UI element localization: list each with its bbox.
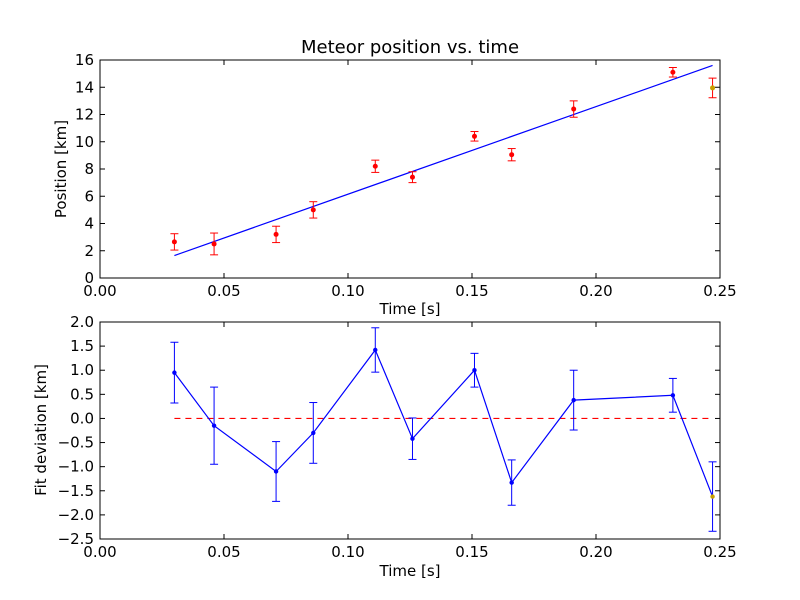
deviation-x-tick-label: 0.15: [455, 543, 488, 561]
position-y-tick-label: 4: [84, 215, 94, 233]
deviation-plot-area: [170, 327, 717, 532]
deviation-y-tick-label: 0.0: [70, 409, 94, 427]
deviation-point: [410, 436, 415, 441]
deviation-point: [273, 469, 279, 474]
position-point: [509, 152, 515, 158]
position-point: [310, 207, 316, 213]
deviation-chart: 0.00 0.05 0.10 0.15 0.20 0.25 2.01.51.00.50.0…: [32, 313, 737, 580]
position-point: [372, 163, 378, 169]
position-x-tick-label: 0.25: [703, 282, 736, 300]
position-y-tick-label: 0: [84, 269, 94, 287]
deviation-y-ticks: 2.0 1.5 1.0 0.5 0.0 −0.5 −1.0 −1.5 −2.0 −2.5: [58, 313, 720, 548]
deviation-y-tick-label: −1.5: [58, 482, 94, 500]
position-point: [571, 106, 577, 112]
deviation-point: [571, 397, 576, 403]
deviation-y-tick-label: −2.5: [58, 530, 94, 548]
deviation-x-ticks: 0.00 0.05 0.10 0.15 0.20 0.25: [83, 322, 737, 561]
position-y-tick-label: 14: [75, 78, 94, 96]
deviation-y-tick-label: 2.0: [70, 313, 94, 331]
position-y-tick-label: 10: [75, 133, 94, 151]
deviation-y-tick-label: 1.0: [70, 361, 94, 379]
position-axes-frame: [99, 59, 721, 279]
position-point: [211, 241, 217, 247]
position-y-tick-label: 6: [84, 187, 94, 205]
deviation-point: [472, 368, 477, 373]
deviation-point: [172, 370, 177, 375]
deviation-point: [311, 430, 316, 436]
position-point: [409, 174, 415, 180]
deviation-y-tick-label: −0.5: [58, 434, 94, 452]
position-point: [670, 69, 676, 75]
deviation-line: [173, 348, 714, 497]
position-y-tick-label: 12: [75, 106, 94, 124]
position-x-ticks: 0.00 0.05 0.10 0.15 0.20 0.25: [83, 60, 737, 300]
position-y-axis-label: Position [km]: [52, 120, 70, 218]
position-y-tick-label: 16: [75, 51, 94, 69]
position-point: [171, 239, 177, 245]
deviation-x-tick-label: 0.10: [331, 543, 364, 561]
deviation-point: [211, 423, 217, 428]
deviation-x-tick-label: 0.05: [207, 543, 240, 561]
position-x-axis-label: Time [s]: [379, 300, 441, 318]
position-chart: Meteor position vs. time 0.00 0.05 0.10 0.1…: [52, 37, 737, 318]
position-y-ticks: 0 2 4 6 8 10 12 14 16: [75, 51, 720, 287]
deviation-x-axis-label: Time [s]: [379, 562, 441, 580]
fit-line: [174, 64, 713, 257]
deviation-x-tick-label: 0.00: [83, 543, 116, 561]
position-point: [273, 231, 279, 237]
deviation-y-tick-label: −2.0: [58, 506, 94, 524]
outlier-point: [710, 85, 716, 91]
deviation-point: [670, 393, 676, 398]
position-y-tick-label: 8: [84, 160, 94, 178]
position-y-tick-label: 2: [84, 242, 94, 260]
position-plot-area: [170, 64, 717, 257]
deviation-point: [509, 480, 514, 485]
position-x-tick-label: 0.15: [455, 282, 488, 300]
deviation-outlier-point: [710, 494, 715, 499]
deviation-y-axis-label: Fit deviation [km]: [32, 364, 50, 496]
deviation-x-tick-label: 0.20: [579, 543, 612, 561]
position-point: [471, 133, 477, 139]
deviation-x-tick-label: 0.25: [703, 543, 736, 561]
deviation-y-tick-label: 1.5: [70, 337, 94, 355]
deviation-y-tick-label: 0.5: [70, 385, 94, 403]
position-x-tick-label: 0.00: [83, 282, 116, 300]
deviation-axes-frame: [99, 321, 721, 540]
position-x-tick-label: 0.20: [579, 282, 612, 300]
position-x-tick-label: 0.05: [207, 282, 240, 300]
deviation-y-tick-label: −1.0: [58, 458, 94, 476]
chart-title: Meteor position vs. time: [301, 37, 519, 58]
deviation-point: [373, 347, 378, 353]
position-x-tick-label: 0.10: [331, 282, 364, 300]
